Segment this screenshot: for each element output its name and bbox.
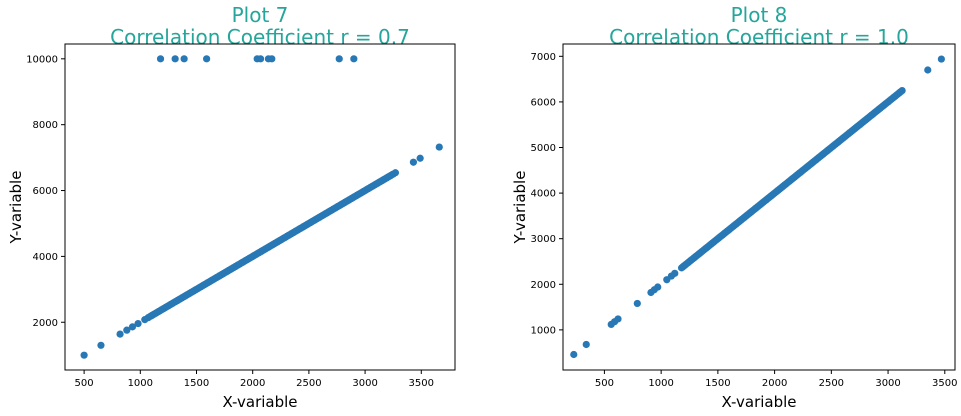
- y-tick-label: 4000: [33, 252, 58, 263]
- x-tick-label: 2500: [296, 378, 321, 389]
- plot-8-x-axis-label: X-variable: [721, 393, 796, 411]
- plot-7: Plot 7 Correlation Coefficient r = 0.7 5…: [7, 3, 456, 411]
- plot-7-ticks: 500 1000 1500 2000 2500 3000 3500 2000 4000 6000 8…: [26, 54, 434, 389]
- y-tick-label: 2000: [33, 318, 58, 329]
- data-point: [97, 341, 105, 349]
- plot-8-ticks: 500 1000 1500 2000 2500 3000 3500 1000 2000 3000 4…: [531, 52, 958, 389]
- x-tick-label: 3000: [875, 378, 900, 389]
- data-point: [570, 350, 578, 359]
- y-tick-label: 2000: [531, 280, 556, 291]
- x-tick-label: 3500: [409, 378, 434, 389]
- y-tick-label: 8000: [33, 120, 58, 131]
- data-point: [171, 55, 179, 63]
- y-tick-label: 4000: [531, 189, 556, 200]
- data-point: [203, 55, 211, 63]
- x-tick-label: 1000: [128, 378, 153, 389]
- plot-7-subtitle: Correlation Coefficient r = 0.7: [110, 25, 410, 49]
- x-tick-label: 1000: [648, 378, 673, 389]
- y-tick-label: 6000: [33, 186, 58, 197]
- data-point: [389, 170, 397, 178]
- y-tick-label: 5000: [531, 143, 556, 154]
- y-tick-label: 6000: [531, 97, 556, 108]
- data-point: [123, 326, 131, 334]
- data-point: [134, 319, 142, 328]
- plot-7-title: Plot 7: [232, 3, 289, 27]
- x-tick-label: 1500: [705, 378, 730, 389]
- plot-8-subtitle: Correlation Coefficient r = 1.0: [609, 25, 909, 49]
- x-tick-label: 2000: [762, 378, 787, 389]
- data-point: [180, 55, 188, 63]
- y-tick-label: 10000: [26, 54, 58, 65]
- y-tick-label: 3000: [531, 234, 556, 245]
- data-point: [582, 340, 590, 349]
- data-point: [156, 55, 165, 63]
- plot-8-axes-frame: [562, 43, 956, 371]
- x-tick-label: 3000: [352, 378, 377, 389]
- data-point: [268, 55, 276, 63]
- plot-7-axes-frame: [64, 43, 456, 371]
- data-point: [416, 154, 424, 162]
- data-point: [335, 55, 343, 63]
- data-point: [614, 315, 622, 323]
- data-point: [671, 269, 679, 277]
- plot-8-points: [570, 55, 945, 359]
- data-point: [435, 143, 443, 151]
- plot-8-y-axis-label: Y-variable: [511, 171, 529, 245]
- plot-8: Plot 8 Correlation Coefficient r = 1.0 5…: [511, 3, 958, 411]
- data-point: [409, 158, 418, 166]
- x-tick-label: 2500: [819, 378, 844, 389]
- data-point: [350, 55, 358, 63]
- data-point: [924, 66, 932, 74]
- x-tick-label: 500: [595, 378, 614, 389]
- x-tick-label: 2000: [240, 378, 265, 389]
- data-point: [116, 330, 124, 338]
- x-tick-label: 1500: [184, 378, 209, 389]
- data-point: [128, 323, 137, 331]
- plot-8-title: Plot 8: [731, 3, 788, 27]
- x-tick-label: 3500: [932, 378, 957, 389]
- y-tick-label: 1000: [531, 325, 556, 336]
- data-point: [80, 351, 88, 359]
- data-point: [654, 283, 662, 291]
- plot-7-x-axis-label: X-variable: [222, 393, 297, 411]
- data-point: [937, 55, 945, 63]
- data-point: [256, 55, 265, 63]
- x-tick-label: 500: [75, 378, 94, 389]
- y-tick-label: 7000: [531, 52, 556, 63]
- plot-7-y-axis-label: Y-variable: [7, 171, 25, 245]
- data-point: [898, 86, 906, 95]
- data-point: [633, 299, 641, 308]
- plot-7-points: [80, 55, 443, 359]
